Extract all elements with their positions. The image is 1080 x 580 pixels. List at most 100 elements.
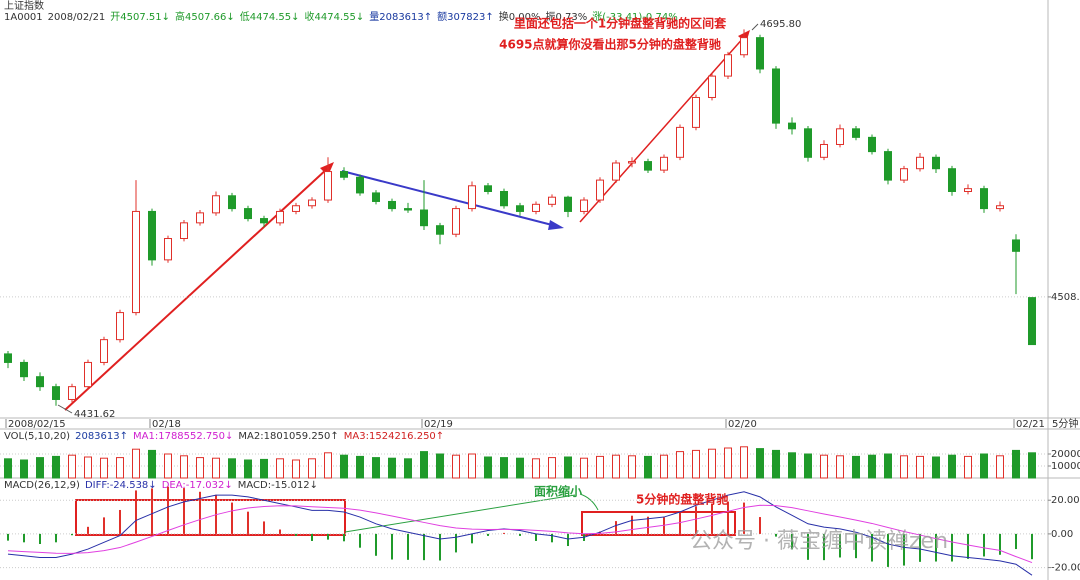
candle-body: [740, 37, 748, 56]
arrow-head: [548, 220, 564, 230]
candle-body: [84, 361, 92, 388]
volume-bar: [212, 457, 220, 479]
y-tick-label: 200000: [1051, 449, 1080, 460]
x-tick-label: 2008/02/15: [8, 419, 66, 430]
candle-body: [228, 195, 236, 210]
volume-bar: [692, 449, 700, 479]
candle-body: [724, 54, 732, 77]
volume-bar: [4, 458, 12, 479]
x-tick-label: 02/18: [152, 419, 181, 430]
header-item: MA2:1801059.250↑: [238, 431, 338, 442]
candle-body: [340, 171, 348, 178]
header-item: MA3:1524216.250↑: [344, 431, 444, 442]
volume-bar: [292, 459, 300, 479]
candle-body: [964, 188, 972, 192]
candle-body: [516, 205, 524, 212]
chart-title: 上证指数: [4, 0, 44, 12]
candle-body: [148, 210, 156, 261]
volume-bar: [1012, 449, 1020, 479]
candle-body: [788, 122, 796, 130]
volume-bar: [388, 457, 396, 479]
candle-body: [420, 209, 428, 227]
arrow: [64, 167, 329, 411]
volume-bar: [916, 455, 924, 479]
volume-bar: [436, 453, 444, 479]
high-label: 4695.80: [760, 19, 801, 30]
candle-body: [484, 185, 492, 192]
y-tick-label: 4508.00: [1051, 292, 1080, 303]
volume-bar: [484, 456, 492, 479]
candle-body: [324, 171, 332, 201]
y-tick-label: -20.00: [1051, 563, 1080, 574]
candle-body: [356, 176, 364, 194]
volume-bar: [84, 456, 92, 479]
volume-bar: [724, 447, 732, 479]
candle-body: [820, 143, 828, 158]
candle-body: [644, 161, 652, 171]
header-item: VOL(5,10,20): [4, 431, 70, 442]
annotation: 4695点就算你没看出那5分钟的盘整背驰: [499, 37, 721, 52]
volume-bar: [516, 457, 524, 479]
header-item: 2008/02/21: [48, 12, 106, 23]
candle-body: [948, 168, 956, 192]
volume-bar: [628, 455, 636, 479]
diff-line: [7, 491, 1033, 576]
arrow-head: [320, 162, 334, 176]
x-tick-label: 02/21: [1016, 419, 1045, 430]
volume-bar: [740, 446, 748, 479]
dea-line: [7, 504, 1033, 564]
volume-bar: [324, 452, 332, 479]
arrow: [579, 35, 746, 223]
candle-body: [20, 361, 28, 378]
volume-bar: [756, 448, 764, 479]
candle-body: [900, 168, 908, 181]
period-label: 5分钟: [1052, 417, 1078, 430]
candle-body: [292, 205, 300, 212]
volume-bar: [468, 453, 476, 479]
leader-line: [751, 23, 759, 31]
volume-bar: [260, 458, 268, 479]
candle-body: [260, 218, 268, 224]
candle-body: [532, 203, 540, 212]
candle-body: [276, 210, 284, 224]
candle-body: [52, 386, 60, 400]
candle-body: [452, 208, 460, 235]
x-tick-label: 02/19: [424, 419, 453, 430]
y-tick-label: 20.00: [1051, 495, 1080, 506]
candle-body: [500, 190, 508, 207]
volume-bar: [804, 453, 812, 479]
volume-bar: [20, 459, 28, 479]
volume-bar: [948, 454, 956, 479]
volume-bar: [820, 454, 828, 479]
header-item: 低4474.55↓: [240, 10, 300, 23]
volume-bar: [548, 457, 556, 479]
volume-bar: [164, 453, 172, 479]
header-item: 开4507.51↓: [110, 12, 170, 23]
candle-body: [580, 199, 588, 212]
volume-bar: [116, 457, 124, 479]
candle-body: [196, 212, 204, 224]
header-item: 振0.73%: [546, 10, 588, 23]
candle-body: [804, 128, 812, 158]
header-item: MACD(26,12,9): [4, 480, 80, 491]
price-header: 1A0001 2008/02/21 开4507.51↓ 高4507.66↓ 低4474.…: [4, 10, 678, 23]
arrow: [341, 170, 557, 227]
volume-bar: [660, 454, 668, 479]
candle-body: [596, 179, 604, 201]
highlight-box: [581, 511, 736, 536]
volume-bar: [100, 457, 108, 479]
watermark: 公众号 · 薇宝缠中读禅zen: [690, 529, 948, 554]
volume-bar: [788, 452, 796, 479]
volume-bar: [900, 455, 908, 479]
candle-body: [916, 156, 924, 170]
candle-body: [36, 376, 44, 388]
volume-bar: [676, 451, 684, 479]
volume-bar: [772, 449, 780, 479]
volume-bar: [868, 454, 876, 479]
candle-body: [372, 192, 380, 202]
volume-bar: [340, 454, 348, 479]
candle-body: [1028, 297, 1036, 346]
candle-body: [868, 136, 876, 153]
